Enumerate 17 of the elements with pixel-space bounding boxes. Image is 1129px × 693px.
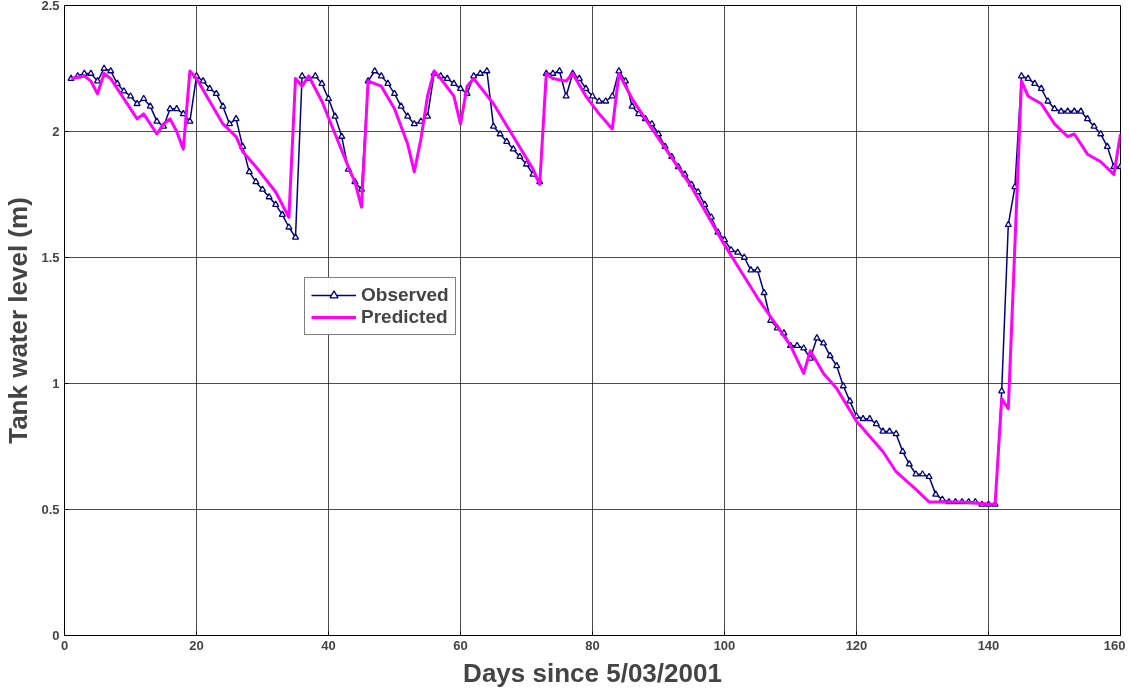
legend-label: Predicted xyxy=(361,306,448,328)
y-tick-label: 0.5 xyxy=(41,502,60,517)
y-tick-label: 1.5 xyxy=(41,250,60,265)
x-tick-label: 80 xyxy=(585,637,600,653)
x-tick-label: 40 xyxy=(321,637,336,653)
x-tick-label: 120 xyxy=(845,637,868,653)
x-tick-label: 160 xyxy=(1103,637,1126,653)
x-axis-title: Days since 5/03/2001 xyxy=(463,657,722,688)
x-tick-label: 60 xyxy=(453,637,468,653)
y-tick-label: 1 xyxy=(52,376,60,391)
y-axis-title: Tank water level (m) xyxy=(3,197,34,444)
x-tick-label: 140 xyxy=(977,637,1000,653)
y-tick-label: 2.5 xyxy=(41,0,60,13)
x-tick-label: 20 xyxy=(189,637,204,653)
x-tick-label: 100 xyxy=(713,637,736,653)
legend-label: Observed xyxy=(361,284,449,306)
y-tick-label: 2 xyxy=(52,124,60,139)
